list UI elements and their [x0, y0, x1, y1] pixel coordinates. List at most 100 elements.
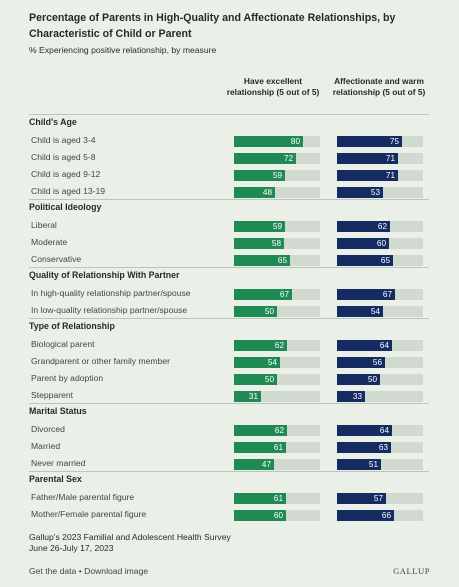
bar-track: 56	[337, 357, 423, 368]
data-label: 50	[367, 375, 377, 384]
footer-separator: •	[76, 566, 85, 576]
bar-excellent	[234, 170, 285, 181]
gallup-logo: GALLUP	[393, 566, 430, 576]
bar-track: 33	[337, 391, 423, 402]
bar-excellent	[234, 442, 286, 453]
row-label: Child is aged 5-8	[31, 152, 96, 162]
bar-excellent	[234, 510, 286, 521]
group-label-marital-status: Marital Status	[29, 406, 87, 416]
bar-track: 53	[337, 187, 423, 198]
data-label: 65	[380, 256, 390, 265]
bar-track: 62	[337, 221, 423, 232]
data-label: 54	[267, 358, 277, 367]
row-label: Father/Male parental figure	[31, 492, 135, 502]
bar-track: 57	[337, 493, 423, 504]
data-label: 75	[389, 137, 399, 146]
bar-track: 71	[337, 153, 423, 164]
group-label-political-ideology: Political Ideology	[29, 202, 102, 212]
bar-affectionate	[337, 306, 383, 317]
data-label: 60	[376, 239, 386, 248]
bar-affectionate	[337, 340, 392, 351]
bar-track: 47	[234, 459, 320, 470]
data-label: 62	[274, 426, 284, 435]
data-label: 64	[379, 341, 389, 350]
bar-affectionate	[337, 442, 391, 453]
row-label: Mother/Female parental figure	[31, 509, 147, 519]
data-label: 66	[381, 511, 391, 520]
data-label: 51	[368, 460, 378, 469]
bar-track: 48	[234, 187, 320, 198]
data-label: 47	[261, 460, 271, 469]
bar-track: 61	[234, 442, 320, 453]
data-label: 50	[264, 307, 274, 316]
footer-links: Get the data • Download image	[29, 566, 148, 576]
group-divider	[29, 114, 429, 115]
bar-track: 54	[337, 306, 423, 317]
data-label: 65	[277, 256, 287, 265]
row-label: Grandparent or other family member	[31, 356, 170, 366]
bar-affectionate	[337, 510, 394, 521]
bar-track: 54	[234, 357, 320, 368]
bar-track: 65	[234, 255, 320, 266]
data-label: 71	[385, 171, 395, 180]
data-label: 61	[273, 443, 283, 452]
bar-affectionate	[337, 357, 385, 368]
data-label: 58	[271, 239, 281, 248]
group-label-quality-of-relationship-with-partner: Quality of Relationship With Partner	[29, 270, 180, 280]
source-note: Gallup's 2023 Familial and Adolescent He…	[29, 532, 231, 554]
row-label: Conservative	[31, 254, 82, 264]
group-label-parental-sex: Parental Sex	[29, 474, 82, 484]
group-divider	[29, 403, 429, 404]
bar-track: 61	[234, 493, 320, 504]
data-label: 54	[370, 307, 380, 316]
chart-subtitle: % Experiencing positive relationship, by…	[29, 45, 217, 55]
data-label: 31	[248, 392, 258, 401]
bar-excellent	[234, 425, 287, 436]
row-label: Never married	[31, 458, 86, 468]
bar-track: 60	[337, 238, 423, 249]
data-label: 62	[274, 341, 284, 350]
column-header-affectionate: Affectionate and warm relationship (5 ou…	[332, 76, 426, 97]
column-header-excellent: Have excellent relationship (5 out of 5)	[226, 76, 320, 97]
bar-track: 64	[337, 425, 423, 436]
bar-affectionate	[337, 493, 386, 504]
row-label: Child is aged 9-12	[31, 169, 101, 179]
row-label: Child is aged 3-4	[31, 135, 96, 145]
bar-excellent	[234, 340, 287, 351]
group-divider	[29, 267, 429, 268]
row-label: Divorced	[31, 424, 65, 434]
bar-track: 64	[337, 340, 423, 351]
bar-excellent	[234, 221, 285, 232]
bar-affectionate	[337, 136, 402, 147]
data-label: 53	[370, 188, 380, 197]
download-image-link[interactable]: Download image	[84, 566, 149, 576]
bar-affectionate	[337, 289, 395, 300]
bar-excellent	[234, 357, 280, 368]
bar-track: 75	[337, 136, 423, 147]
bar-track: 63	[337, 442, 423, 453]
data-label: 61	[273, 494, 283, 503]
bar-excellent	[234, 136, 303, 147]
bar-track: 51	[337, 459, 423, 470]
bar-track: 66	[337, 510, 423, 521]
bar-track: 50	[234, 306, 320, 317]
bar-affectionate	[337, 221, 390, 232]
bar-affectionate	[337, 374, 380, 385]
bar-track: 31	[234, 391, 320, 402]
data-label: 59	[272, 222, 282, 231]
bar-track: 50	[337, 374, 423, 385]
data-label: 62	[377, 222, 387, 231]
get-data-link[interactable]: Get the data	[29, 566, 77, 576]
bar-affectionate	[337, 170, 398, 181]
data-label: 67	[279, 290, 289, 299]
data-label: 71	[385, 154, 395, 163]
bar-track: 58	[234, 238, 320, 249]
group-divider	[29, 471, 429, 472]
group-label-child-s-age: Child's Age	[29, 117, 77, 127]
bar-excellent	[234, 374, 277, 385]
bar-affectionate	[337, 391, 365, 402]
bar-track: 59	[234, 221, 320, 232]
bar-track: 62	[234, 340, 320, 351]
source-line-dates: June 26-July 17, 2023	[29, 543, 114, 553]
